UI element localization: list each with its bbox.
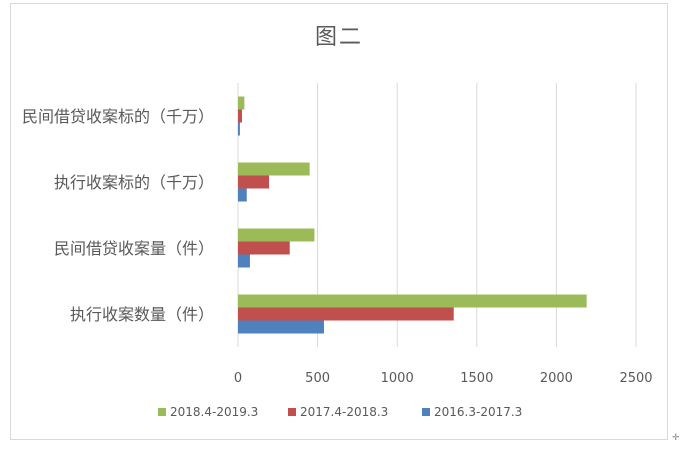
bar bbox=[238, 241, 290, 255]
category-label: 执行收案标的（千万） bbox=[54, 173, 214, 192]
x-tick-label: 1000 bbox=[381, 371, 414, 386]
category-label: 民间借贷收案标的（千万） bbox=[22, 107, 214, 126]
bar bbox=[238, 188, 247, 202]
bar bbox=[238, 228, 315, 242]
legend-swatch bbox=[288, 408, 296, 416]
x-tick-label: 0 bbox=[234, 371, 242, 386]
chart-title: 图二 bbox=[314, 25, 363, 50]
x-tick-label: 1500 bbox=[460, 371, 493, 386]
bar bbox=[238, 122, 240, 136]
legend-swatch bbox=[158, 408, 166, 416]
bar bbox=[238, 175, 270, 189]
bar bbox=[238, 320, 324, 334]
bar bbox=[238, 294, 587, 308]
bar bbox=[238, 307, 454, 321]
chart-frame: 图二 bbox=[10, 3, 668, 440]
bar bbox=[238, 254, 250, 268]
legend-label: 2016.3-2017.3 bbox=[434, 405, 522, 419]
x-tick-label: 2500 bbox=[619, 371, 652, 386]
x-tick-label: 500 bbox=[305, 371, 330, 386]
x-tick-label: 2000 bbox=[540, 371, 573, 386]
bar bbox=[238, 109, 242, 123]
legend-swatch bbox=[422, 408, 430, 416]
legend-label: 2017.4-2018.3 bbox=[300, 405, 388, 419]
bar bbox=[238, 96, 245, 110]
bar bbox=[238, 162, 310, 176]
legend-label: 2018.4-2019.3 bbox=[170, 405, 258, 419]
category-label: 执行收案数量（件） bbox=[70, 305, 214, 324]
resize-handle-icon[interactable]: ✛ bbox=[672, 433, 680, 443]
category-label: 民间借贷收案量（件） bbox=[54, 239, 214, 258]
